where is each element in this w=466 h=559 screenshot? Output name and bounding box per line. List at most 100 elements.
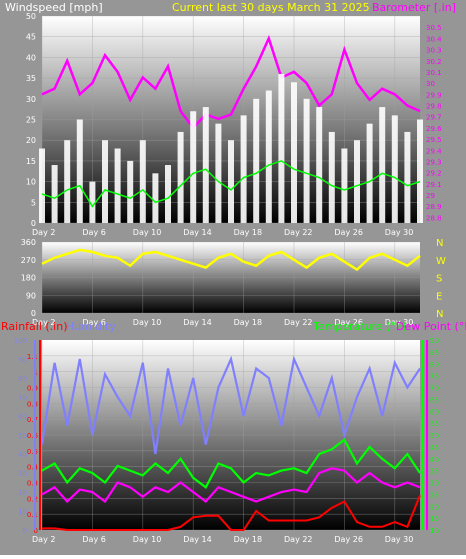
x-tick-label-top: Day 22 — [284, 228, 313, 237]
barometer-tick-label: 30.3 — [426, 47, 442, 55]
barometer-tick-label: 29.4 — [426, 147, 442, 155]
rainfall-tick-label: 0.8 — [27, 400, 38, 408]
wind-speed-bar — [202, 107, 209, 223]
temperature-tick-label: 25 — [430, 491, 439, 499]
temperature-tick-label: 65 — [430, 396, 439, 404]
x-tick-label-mid: Day 22 — [284, 318, 313, 327]
rainfall-tick-label: 0.4 — [27, 464, 39, 472]
barometer-tick-label: 29.9 — [426, 91, 442, 99]
tick-labels: Day 2 Day 6 Day 10 Day 14 Day 18 Day 22 Day 26… — [14, 12, 446, 544]
temperature-tick-label: 20 — [430, 503, 439, 511]
rainfall-tick-label: 1.1 — [27, 353, 38, 361]
wind-speed-bar — [316, 107, 323, 223]
wind-speed-bar — [139, 140, 146, 223]
temperature-line — [41, 438, 421, 489]
temperature-tick-label: 90 — [430, 337, 439, 345]
wind-speed-bar — [379, 107, 386, 223]
wind-speed-bar — [190, 111, 197, 223]
wind-speed-bar — [303, 98, 310, 223]
wind-speed-bar — [51, 165, 58, 223]
temperature-tick-label: 70 — [430, 385, 439, 393]
x-tick-label-bot: Day 6 — [82, 535, 105, 544]
barometer-tick-label: 29.1 — [426, 181, 442, 189]
temperature-tick-label: 40 — [430, 456, 439, 464]
temperature-tick-label: 85 — [430, 349, 439, 357]
barometer-tick-label: 30.4 — [426, 35, 442, 43]
rainfall-tick-label: 0.1 — [27, 511, 38, 519]
barometer-tick-label: 28.9 — [426, 203, 442, 211]
barometer-tick-label: 29.5 — [426, 136, 442, 144]
rainfall-tick-label: 0.9 — [27, 385, 38, 393]
humidity-tick-label: 100 — [14, 337, 27, 345]
barometer-tick-label: 28.8 — [426, 214, 442, 222]
wind-direction-tick-label: 270 — [21, 256, 36, 265]
rainfall-tick-label: 0.3 — [27, 480, 38, 488]
wind-speed-bar — [391, 115, 398, 223]
barometer-line — [41, 34, 421, 130]
barometer-axis-label: Barometer [.in] — [372, 1, 456, 14]
x-tick-label-bot: Day 22 — [284, 535, 313, 544]
windspeed-tick-label: 40 — [26, 53, 36, 62]
wind-speed-bar — [152, 173, 159, 223]
rainfall-line — [42, 494, 421, 531]
compass-label: E — [436, 291, 442, 302]
barometer-tick-label: 29 — [426, 192, 435, 200]
x-tick-label-top: Day 18 — [234, 228, 263, 237]
x-tick-label-top: Day 26 — [334, 228, 363, 237]
wind-speed-bar — [102, 140, 108, 223]
wind-speed-bar — [265, 90, 272, 224]
wind-speed-bar — [177, 131, 184, 223]
barometer-tick-label: 30 — [426, 80, 435, 88]
temperature-tick-label: 80 — [430, 361, 439, 369]
wind_gust-line — [41, 160, 421, 208]
humidity-tick-label: 80 — [18, 375, 27, 383]
rainfall-axis-label: Rainfall (.in) — [1, 320, 68, 333]
windspeed-tick-label: 30 — [26, 95, 36, 104]
windspeed-tick-label: 50 — [26, 12, 36, 21]
windspeed-tick-label: 0 — [31, 219, 36, 228]
wind-speed-bar — [253, 98, 260, 223]
humidity-tick-label: 70 — [18, 394, 27, 402]
temperature-tick-label: 55 — [430, 420, 439, 428]
barometer-tick-label: 30.2 — [426, 58, 442, 66]
wind-speed-bar — [114, 148, 121, 223]
wind-speed-bar — [64, 140, 71, 223]
temperature-tick-label: 75 — [430, 373, 439, 381]
wind-speed-bar — [228, 140, 234, 223]
wind-speed-bar — [366, 123, 373, 223]
temperature-tick-label: 15 — [430, 515, 439, 523]
x-tick-label-mid: Day 2 — [32, 318, 55, 327]
windspeed-tick-label: 10 — [26, 178, 36, 187]
series-wind-baro — [39, 34, 423, 224]
wind-speed-bar — [215, 123, 222, 223]
x-tick-label-top: Day 2 — [32, 228, 55, 237]
barometer-tick-label: 30.5 — [426, 24, 442, 32]
humidity-tick-label: 20 — [18, 489, 27, 497]
windspeed-tick-label: 45 — [26, 33, 36, 42]
barometer-tick-label: 29.8 — [426, 103, 442, 111]
wind-speed-bar — [165, 165, 171, 223]
wind-speed-bar — [291, 82, 297, 224]
windspeed-tick-label: 25 — [26, 116, 36, 125]
compass-label: S — [436, 274, 442, 285]
temperature-tick-label: 10 — [430, 527, 439, 535]
temperature-tick-label: 60 — [430, 408, 439, 416]
wind-direction-tick-label: 360 — [21, 238, 36, 247]
x-tick-label-top: Day 6 — [82, 228, 105, 237]
windspeed-tick-label: 15 — [26, 157, 36, 166]
windspeed-axis-label: Windspeed [mph] — [5, 1, 103, 14]
humidity-tick-label: 10 — [18, 508, 27, 516]
series-rain-hum-temp — [40, 355, 421, 531]
x-tick-label-mid: Day 14 — [183, 318, 212, 327]
wind-speed-bar — [278, 73, 285, 224]
temperature-tick-label: 45 — [430, 444, 439, 452]
x-tick-label-bot: Day 30 — [385, 535, 414, 544]
wind-speed-bar — [76, 119, 83, 223]
windspeed-tick-label: 35 — [26, 74, 36, 83]
x-tick-label-bot: Day 14 — [183, 535, 212, 544]
rainfall-tick-label: 0.2 — [27, 495, 38, 503]
x-tick-label-bot: Day 2 — [32, 535, 55, 544]
rainfall-tick-label: 0.6 — [27, 432, 39, 440]
wind-direction-tick-label: 180 — [21, 274, 36, 283]
x-tick-label-bot: Day 18 — [234, 535, 263, 544]
